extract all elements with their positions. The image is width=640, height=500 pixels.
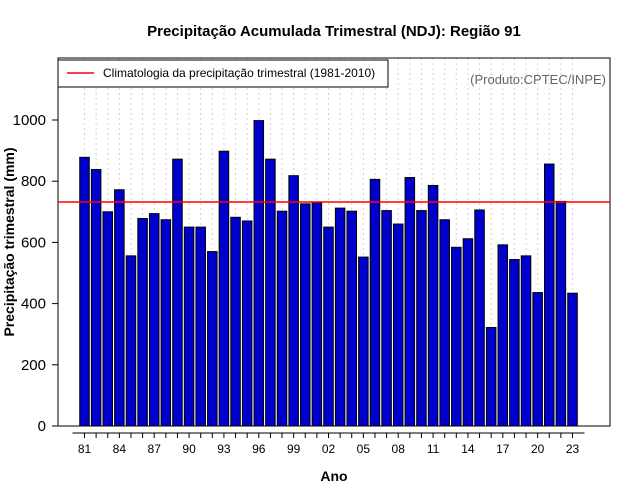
chart-title: Precipitação Acumulada Trimestral (NDJ):… bbox=[147, 23, 521, 40]
bar-2022 bbox=[555, 200, 567, 427]
bar-2007 bbox=[381, 210, 392, 427]
bar-2005 bbox=[358, 256, 369, 427]
bar-1987 bbox=[148, 213, 160, 427]
bar-1986 bbox=[137, 218, 148, 427]
bar-1996 bbox=[253, 120, 265, 427]
x-tick-label: 87 bbox=[148, 442, 162, 456]
y-tick-label: 600 bbox=[21, 234, 46, 251]
x-tick-label: 23 bbox=[566, 442, 580, 456]
bar-1994 bbox=[230, 216, 241, 427]
x-tick-label: 90 bbox=[182, 442, 196, 456]
y-tick-label: 200 bbox=[21, 357, 46, 374]
bar-2000 bbox=[300, 203, 311, 427]
y-tick-label: 0 bbox=[38, 418, 46, 435]
bar-2021 bbox=[544, 163, 555, 427]
bar-1998 bbox=[276, 210, 288, 427]
bar-2014 bbox=[462, 238, 474, 427]
x-tick-label: 14 bbox=[461, 442, 475, 456]
x-axis-title: Ano bbox=[320, 468, 347, 484]
x-tick-label: 81 bbox=[78, 442, 92, 456]
bar-2006 bbox=[369, 178, 381, 427]
bar-1983 bbox=[102, 211, 114, 427]
y-tick-label: 800 bbox=[21, 173, 46, 190]
x-axis: 81 84 87 90 93 96 99 02 05 08 11 14 17 20 23 bbox=[72, 432, 585, 456]
bar-1984 bbox=[114, 189, 125, 427]
y-axis-title: Precipitação trimestral (mm) bbox=[1, 147, 17, 336]
legend-label: Climatologia da precipitação trimestral … bbox=[103, 66, 375, 80]
bar-1982 bbox=[90, 169, 102, 427]
x-tick-label: 11 bbox=[427, 442, 440, 456]
bar-2004 bbox=[346, 210, 358, 427]
x-tick-label: 05 bbox=[357, 442, 371, 456]
bar-2017 bbox=[497, 244, 509, 427]
legend-box bbox=[57, 59, 389, 88]
bar-2008 bbox=[392, 223, 404, 427]
bar-1997 bbox=[265, 158, 276, 427]
bar-1981 bbox=[79, 156, 90, 427]
bar-1989 bbox=[172, 158, 183, 427]
legend: Climatologia da precipitação trimestral … bbox=[57, 59, 389, 88]
bar-series bbox=[79, 120, 578, 427]
bar-2012 bbox=[439, 219, 450, 427]
bar-2001 bbox=[311, 202, 323, 427]
y-axis: 0 200 400 600 800 1000 bbox=[13, 112, 58, 435]
bar-2016 bbox=[485, 326, 497, 427]
bar-2023 bbox=[567, 292, 578, 427]
y-tick-label: 1000 bbox=[13, 112, 46, 129]
x-tick-label: 17 bbox=[496, 442, 510, 456]
source-note: (Produto:CPTEC/INPE) bbox=[470, 72, 606, 87]
x-tick-label: 84 bbox=[113, 442, 127, 456]
x-tick-label: 99 bbox=[287, 442, 301, 456]
bar-1991 bbox=[195, 226, 206, 427]
bar-2009 bbox=[404, 177, 416, 427]
bar-1995 bbox=[241, 220, 253, 427]
bar-2011 bbox=[427, 184, 439, 427]
bar-2019 bbox=[520, 255, 532, 427]
bar-2002 bbox=[323, 226, 334, 427]
bar-1999 bbox=[288, 175, 299, 427]
bar-1993 bbox=[218, 150, 230, 427]
bar-2003 bbox=[334, 207, 346, 427]
bar-2015 bbox=[474, 209, 485, 427]
x-tick-label: 93 bbox=[217, 442, 231, 456]
bar-1985 bbox=[125, 255, 137, 427]
bar-2018 bbox=[509, 259, 520, 427]
bar-1988 bbox=[160, 219, 172, 427]
y-tick-label: 400 bbox=[21, 296, 46, 313]
x-tick-label: 96 bbox=[252, 442, 266, 456]
bar-2010 bbox=[416, 210, 427, 427]
x-tick-label: 08 bbox=[392, 442, 406, 456]
bar-1990 bbox=[183, 226, 195, 427]
bar-1992 bbox=[207, 251, 218, 427]
x-tick-label: 20 bbox=[531, 442, 545, 456]
x-tick-label: 02 bbox=[322, 442, 336, 456]
bar-2013 bbox=[451, 246, 462, 427]
bar-2020 bbox=[532, 292, 543, 427]
